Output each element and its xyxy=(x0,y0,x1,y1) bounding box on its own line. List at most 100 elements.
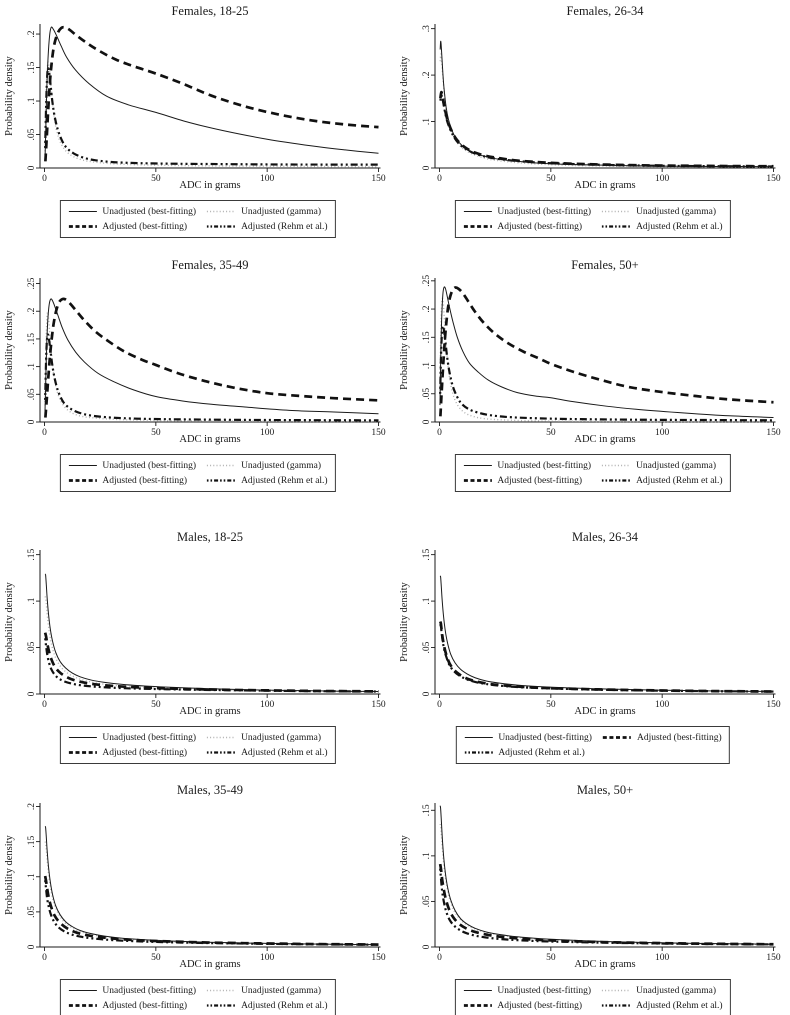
legend-label: Adjusted (best-fitting) xyxy=(102,747,188,758)
y-tick-label: .05 xyxy=(27,641,37,653)
y-tick-label: .25 xyxy=(422,275,432,287)
x-tick-label: 50 xyxy=(151,953,161,963)
y-tick-label: 0 xyxy=(422,419,432,424)
chart-title: Females, 26-34 xyxy=(566,4,644,18)
x-tick-label: 50 xyxy=(151,174,161,184)
legend-item-unadjusted_gamma: Unadjusted (gamma) xyxy=(601,458,723,473)
legend-label: Unadjusted (gamma) xyxy=(636,206,716,217)
legend-line-sample xyxy=(68,751,97,754)
legend-line-sample xyxy=(602,1004,631,1007)
y-tick-label: .05 xyxy=(27,906,37,918)
axes: 0 50 100 150 0 .05 .1 .15 .2 xyxy=(27,803,386,963)
legend-line-sample xyxy=(464,737,493,738)
legend-label: Unadjusted (best-fitting) xyxy=(497,985,592,996)
legend-line-sample xyxy=(463,990,492,991)
legend-item-adjusted_best: Adjusted (best-fitting) xyxy=(67,473,196,488)
legend-item-unadjusted_gamma: Unadjusted (gamma) xyxy=(206,458,328,473)
y-tick-label: 0 xyxy=(422,691,432,696)
legend-item-adjusted_rehm: Adjusted (Rehm et al.) xyxy=(206,219,328,234)
legend-line-sample xyxy=(68,225,97,228)
legend-label: Adjusted (best-fitting) xyxy=(497,1000,583,1011)
legend-line-sample xyxy=(602,989,631,992)
x-tick-label: 100 xyxy=(655,174,670,184)
legend-item-unadjusted_gamma: Unadjusted (gamma) xyxy=(601,204,723,219)
x-axis-title: ADC in grams xyxy=(179,434,241,445)
legend-label: Adjusted (Rehm et al.) xyxy=(241,221,328,232)
series-adjusted_rehm-line xyxy=(44,880,379,946)
legend-label: Unadjusted (gamma) xyxy=(241,732,321,743)
series-unadjusted_gamma-line xyxy=(44,61,379,168)
panel-females-35-49: Females, 35-49 Probability density 0 50 10… xyxy=(0,256,395,492)
chart-title: Males, 50+ xyxy=(576,783,634,797)
legend-label: Adjusted (Rehm et al.) xyxy=(241,475,328,486)
x-tick-label: 150 xyxy=(766,428,781,438)
series-unadjusted_gamma-line xyxy=(439,823,774,946)
legend-label: Unadjusted (gamma) xyxy=(636,460,716,471)
x-tick-label: 0 xyxy=(437,700,442,710)
legend-line-sample xyxy=(463,1004,492,1007)
y-tick-label: .2 xyxy=(422,305,432,312)
x-tick-label: 50 xyxy=(546,953,556,963)
y-tick-label: .15 xyxy=(422,804,432,816)
y-tick-label: .05 xyxy=(422,641,432,653)
x-tick-label: 0 xyxy=(42,428,47,438)
legend: Unadjusted (best-fitting) Unadjusted (gam… xyxy=(454,454,731,492)
y-tick-label: .1 xyxy=(422,597,432,604)
y-tick-label: .1 xyxy=(422,362,432,369)
legend-line-sample xyxy=(68,737,97,738)
legend: Unadjusted (best-fitting) Adjusted (best-… xyxy=(455,726,730,764)
x-tick-label: 150 xyxy=(371,700,386,710)
plot-area: 0 50 100 150 0 .1 .2 .3 xyxy=(422,24,781,184)
legend-label: Unadjusted (best-fitting) xyxy=(102,732,197,743)
y-tick-label: 0 xyxy=(27,165,37,170)
legend-label: Unadjusted (best-fitting) xyxy=(102,460,197,471)
legend-item-adjusted_rehm: Adjusted (Rehm et al.) xyxy=(463,745,592,760)
chart-title: Females, 50+ xyxy=(571,258,639,272)
legend-item-unadjusted_gamma: Unadjusted (gamma) xyxy=(601,983,723,998)
plot-area: 0 50 100 150 0 .05 .1 .15 .2 xyxy=(27,24,386,184)
axes: 0 50 100 150 0 .05 .1 .15 .2 .25 xyxy=(422,275,781,438)
legend-label: Adjusted (best-fitting) xyxy=(102,475,188,486)
legend-line-sample xyxy=(602,736,631,739)
legend-label: Adjusted (Rehm et al.) xyxy=(241,747,328,758)
x-tick-label: 100 xyxy=(655,428,670,438)
series-adjusted_best-line xyxy=(439,286,774,417)
legend-item-adjusted_rehm: Adjusted (Rehm et al.) xyxy=(206,998,328,1013)
legend-line-sample xyxy=(68,211,97,212)
y-tick-label: .15 xyxy=(27,835,37,847)
legend-line-sample xyxy=(463,225,492,228)
x-axis-title: ADC in grams xyxy=(574,180,636,191)
y-tick-label: .2 xyxy=(27,30,37,37)
x-tick-label: 100 xyxy=(655,953,670,963)
legend-label: Unadjusted (best-fitting) xyxy=(497,206,592,217)
series-unadjusted_gamma-line xyxy=(439,53,774,168)
x-tick-label: 0 xyxy=(42,700,47,710)
legend-line-sample xyxy=(602,479,631,482)
x-tick-label: 0 xyxy=(437,428,442,438)
legend-line-sample xyxy=(602,464,631,467)
series-unadjusted_best-line xyxy=(439,40,774,168)
y-tick-label: .15 xyxy=(422,548,432,560)
legend: Unadjusted (best-fitting) Unadjusted (gam… xyxy=(454,979,731,1015)
legend-line-sample xyxy=(207,751,236,754)
x-axis-title: ADC in grams xyxy=(179,180,241,191)
legend-line-sample xyxy=(207,479,236,482)
legend-line-sample xyxy=(207,1004,236,1007)
x-tick-label: 150 xyxy=(371,428,386,438)
panel-males-35-49: Males, 35-49 Probability density 0 50 100 1… xyxy=(0,781,395,1015)
series-unadjusted_gamma-line xyxy=(44,596,379,693)
series-unadjusted_best-line xyxy=(439,575,774,692)
legend-line-sample xyxy=(207,989,236,992)
legend: Unadjusted (best-fitting) Unadjusted (gam… xyxy=(454,200,731,238)
series-group xyxy=(439,40,774,168)
plot-area: 0 50 100 150 0 .05 .1 .15 .2 xyxy=(27,803,386,963)
y-tick-label: 0 xyxy=(422,165,432,170)
legend-item-adjusted_best: Adjusted (best-fitting) xyxy=(462,473,591,488)
series-group xyxy=(438,805,774,946)
y-tick-label: .05 xyxy=(422,388,432,400)
series-adjusted_best-line xyxy=(438,863,774,946)
y-tick-label: 0 xyxy=(422,944,432,949)
y-tick-label: 0 xyxy=(27,691,37,696)
x-tick-label: 0 xyxy=(42,953,47,963)
series-group xyxy=(44,25,379,168)
